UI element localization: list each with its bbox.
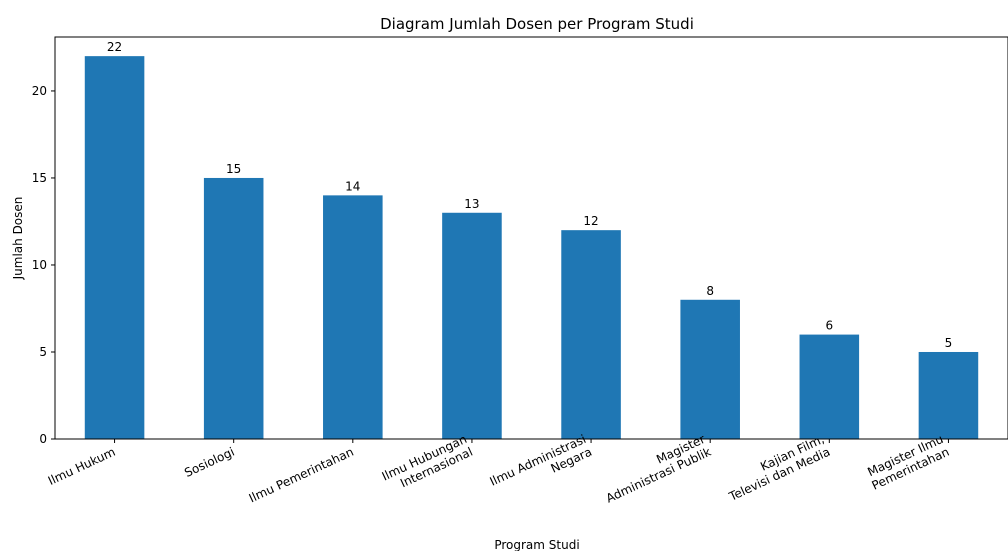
y-tick-label: 20: [32, 84, 47, 98]
bar: [203, 177, 264, 439]
bar: [799, 334, 860, 439]
x-axis-label: Program Studi: [494, 538, 579, 551]
chart-title: Diagram Jumlah Dosen per Program Studi: [380, 15, 694, 33]
bar: [323, 195, 383, 439]
y-tick-label: 5: [39, 345, 47, 359]
plot-area-frame: [54, 36, 1008, 440]
y-tick-label: 10: [32, 258, 47, 272]
x-tick-label-group: Ilmu Hukum: [46, 445, 118, 488]
bar-value-label: 13: [464, 197, 479, 211]
x-tick-label: Sosiologi: [182, 445, 236, 480]
bar: [561, 230, 621, 439]
y-axis-ticks: 0 5 10 15 20: [32, 84, 55, 446]
y-tick-label: 15: [32, 171, 47, 185]
bar-value-label: 12: [583, 214, 598, 228]
x-tick-label-group: Kajian Film,Televisi dan Media: [726, 432, 832, 504]
bar-value-label: 6: [825, 319, 833, 333]
x-tick-label-group: Ilmu Pemerintahan: [247, 445, 356, 506]
bar-value-label: 5: [945, 336, 953, 350]
bar: [918, 351, 979, 439]
bar-value-label: 15: [226, 162, 241, 176]
y-axis-label: Jumlah Dosen: [11, 197, 25, 281]
bar-value-labels: 22 15 14 13 12 8 6 5: [107, 40, 952, 350]
x-tick-label-group: Sosiologi: [182, 445, 236, 480]
bar: [442, 212, 502, 439]
x-tick-label: Ilmu Pemerintahan: [247, 445, 356, 506]
x-axis-ticks: Ilmu Hukum Sosiologi Ilmu Pemerintahan Ilmu…: [46, 432, 951, 506]
bar: [680, 299, 740, 439]
bar-value-label: 14: [345, 179, 360, 193]
bar-value-label: 22: [107, 40, 122, 54]
bar: [84, 56, 145, 440]
bars-group: [84, 56, 979, 440]
bar-value-label: 8: [706, 284, 714, 298]
y-tick-label: 0: [39, 432, 47, 446]
x-tick-label: Ilmu Hukum: [46, 445, 118, 488]
